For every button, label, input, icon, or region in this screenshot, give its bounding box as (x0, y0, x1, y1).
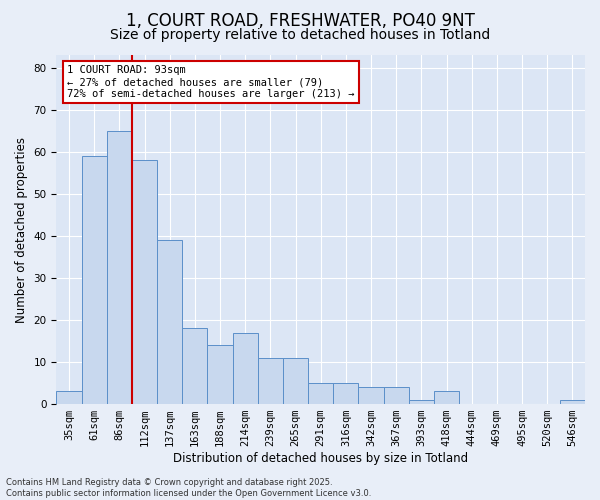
Bar (308, 383, 333, 404)
Bar (233, 332, 258, 404)
Bar (333, 383, 358, 404)
X-axis label: Distribution of detached houses by size in Totland: Distribution of detached houses by size … (173, 452, 468, 465)
Bar (258, 358, 283, 404)
Bar (283, 358, 308, 404)
Bar (434, 392, 459, 404)
Bar (82, 156, 107, 404)
Y-axis label: Number of detached properties: Number of detached properties (15, 136, 28, 322)
Text: 1, COURT ROAD, FRESHWATER, PO40 9NT: 1, COURT ROAD, FRESHWATER, PO40 9NT (125, 12, 475, 30)
Bar (208, 345, 233, 404)
Bar (358, 388, 383, 404)
Bar (157, 240, 182, 404)
Text: 1 COURT ROAD: 93sqm
← 27% of detached houses are smaller (79)
72% of semi-detach: 1 COURT ROAD: 93sqm ← 27% of detached ho… (67, 66, 355, 98)
Text: Contains HM Land Registry data © Crown copyright and database right 2025.
Contai: Contains HM Land Registry data © Crown c… (6, 478, 371, 498)
Bar (107, 130, 132, 404)
Bar (383, 388, 409, 404)
Text: Size of property relative to detached houses in Totland: Size of property relative to detached ho… (110, 28, 490, 42)
Bar (182, 328, 208, 404)
Bar (560, 400, 585, 404)
Bar (409, 400, 434, 404)
Bar (56, 392, 82, 404)
Bar (132, 160, 157, 404)
